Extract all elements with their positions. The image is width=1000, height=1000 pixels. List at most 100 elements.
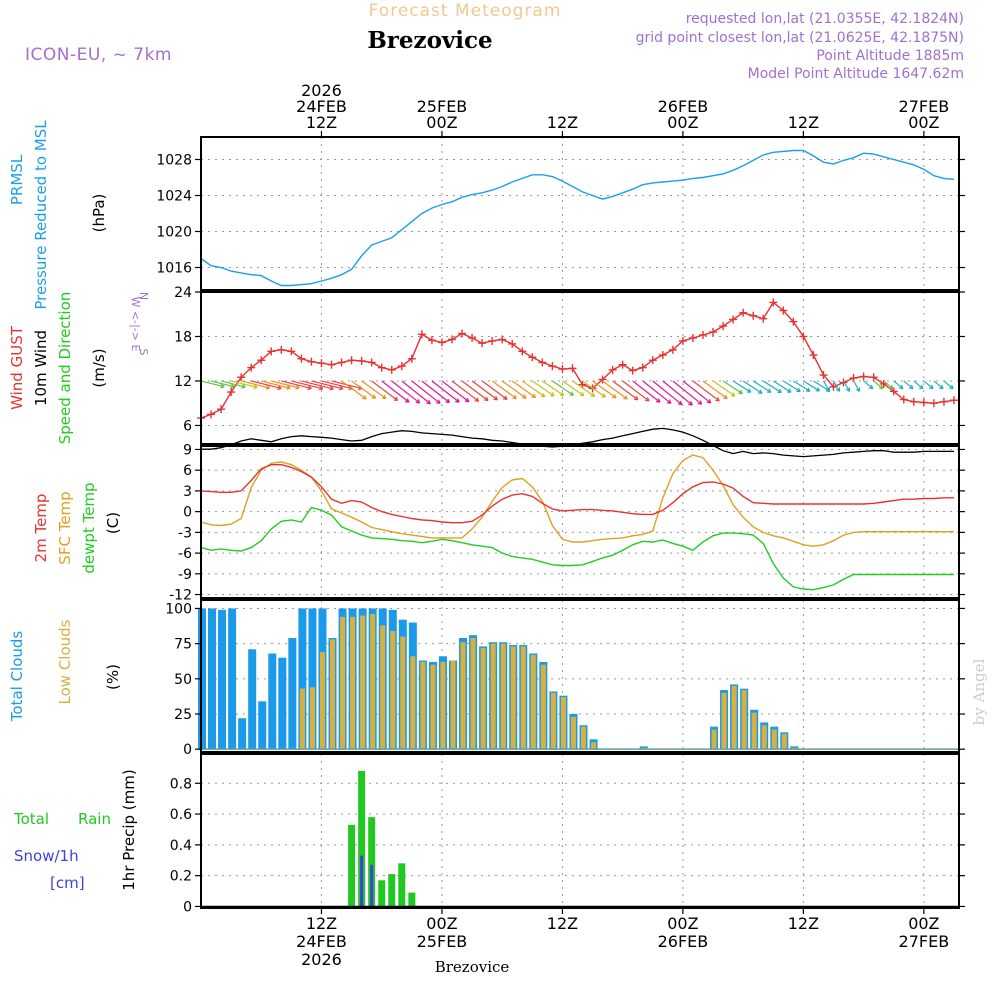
model-point-altitude: Model Point Altitude 1647.62m: [748, 66, 964, 82]
wind-arrow: [251, 380, 282, 390]
wind-arrow: [572, 380, 595, 397]
low-clouds-bar: [550, 692, 556, 750]
total-clouds-bar: [208, 608, 217, 750]
bottom-time-label: 25FEB: [417, 932, 468, 951]
wind-arrow-head: [699, 400, 703, 405]
wind-arrow: [391, 380, 421, 404]
wind-arrow-head: [768, 388, 772, 393]
wind-arrow: [301, 380, 334, 390]
total-clouds-label: Total Clouds: [8, 631, 26, 723]
temp-2m-label: 2m Temp: [32, 494, 50, 563]
compass-north: N: [137, 292, 150, 300]
wind-arrow: [662, 380, 693, 406]
low-clouds-bar: [410, 656, 416, 750]
wind-arrow: [822, 380, 830, 392]
wind-arrow-head: [931, 384, 934, 389]
panel-frame: [200, 136, 960, 291]
total-clouds-bar: [288, 638, 297, 750]
wind-arrow-head: [880, 384, 884, 389]
wind-arrow-head: [870, 384, 874, 389]
wind-arrow: [803, 380, 820, 392]
wind-arrow: [552, 380, 574, 396]
wind-arrow: [271, 380, 300, 389]
wind-arrow-head: [504, 395, 508, 400]
bottom-time-label: 12Z: [788, 914, 819, 933]
wind-arrow-head: [447, 398, 451, 403]
wind-arrow-head: [778, 388, 782, 393]
wind-arrow-head: [277, 385, 282, 389]
wind-arrow-head: [241, 383, 246, 388]
y-tick-label: 0: [183, 505, 192, 521]
wind-10m-label: 10m Wind: [32, 330, 50, 406]
y-tick-label: 12: [174, 374, 192, 390]
wind-arrow-head: [732, 392, 736, 397]
wind-speed-line: [201, 427, 954, 458]
y-tick-label: 100: [165, 601, 192, 617]
low-clouds-bar: [771, 729, 777, 750]
clouds-unit: (%): [104, 664, 122, 690]
panel-frame: [200, 599, 960, 753]
wind-arrow-head: [253, 384, 258, 388]
y-tick-label: 0: [183, 899, 192, 915]
grid-point-coords: grid point closest lon,lat (21.0625E, 42…: [636, 30, 964, 46]
wind-arrow: [401, 380, 431, 405]
wind-arrow: [311, 380, 344, 390]
low-clouds-bar: [309, 687, 315, 750]
pressure-unit: (hPa): [90, 194, 108, 233]
pressure-label: PRMSL: [8, 154, 26, 205]
low-clouds-bar: [560, 697, 566, 750]
wind-arrow-head: [613, 393, 617, 399]
snow-bar: [360, 855, 364, 907]
wind-arrow: [421, 380, 450, 403]
wind-arrow: [461, 380, 489, 402]
low-clouds-bar: [360, 615, 366, 750]
wind-arrow-head: [817, 387, 821, 392]
wind-arrow: [531, 380, 555, 397]
y-tick-label: 50: [174, 672, 192, 688]
wind-arrow: [431, 380, 460, 403]
low-clouds-bar: [520, 646, 526, 750]
wind-arrow-head: [319, 385, 324, 390]
wind-arrow: [843, 380, 851, 392]
point-altitude: Point Altitude 1885m: [816, 48, 964, 64]
rain-bar: [388, 874, 396, 907]
wind-arrow: [481, 380, 508, 400]
bottom-time-label: 27FEB: [899, 932, 950, 951]
wind-arrow: [652, 380, 683, 406]
total-clouds-bar: [268, 653, 277, 750]
low-clouds-bar: [390, 630, 396, 750]
wind-arrow-head: [679, 400, 683, 405]
y-tick-label: 0.8: [170, 776, 192, 792]
data-layer: [197, 149, 959, 908]
total-clouds-bar: [298, 608, 307, 750]
wind-arrow-head: [788, 388, 792, 393]
wind-arrow: [903, 380, 914, 390]
wind-arrow-head: [373, 394, 377, 399]
low-clouds-bar: [350, 616, 356, 750]
wind-arrow: [291, 380, 324, 390]
wind-arrow-head: [286, 385, 291, 389]
forecast-meteogram-title: Forecast Meteogram: [369, 1, 562, 21]
low-clouds-bar: [400, 636, 406, 750]
wind-arrow: [371, 380, 398, 402]
top-time-label: 12Z: [547, 113, 578, 132]
compass-south: S: [137, 349, 150, 356]
watermark: by Angel: [970, 658, 988, 725]
wind-arrow: [933, 380, 944, 390]
total-clouds-bar: [218, 609, 227, 750]
wind-arrow: [220, 380, 246, 388]
frame-layer: [195, 131, 965, 914]
text-layer: 1016 1020 1024 1028 6 12 18 24 -12 -9 -6 -3 0 3 6 9 0 25 5…: [8, 1, 988, 976]
wind-arrow-head: [296, 384, 300, 389]
low-clouds-bar: [420, 661, 426, 750]
wind-arrow: [863, 380, 874, 390]
wind-arrow: [542, 380, 565, 397]
wind-arrow-head: [437, 399, 441, 404]
rain-bar: [408, 892, 416, 907]
wind-arrow: [772, 380, 792, 393]
wind-arrow-head: [476, 397, 480, 402]
requested-coords: requested lon,lat (21.0355E, 42.1824N): [686, 11, 964, 27]
wind-arrow: [893, 380, 904, 390]
y-tick-label: 0.6: [170, 807, 192, 823]
wind-arrow-head: [417, 399, 421, 404]
